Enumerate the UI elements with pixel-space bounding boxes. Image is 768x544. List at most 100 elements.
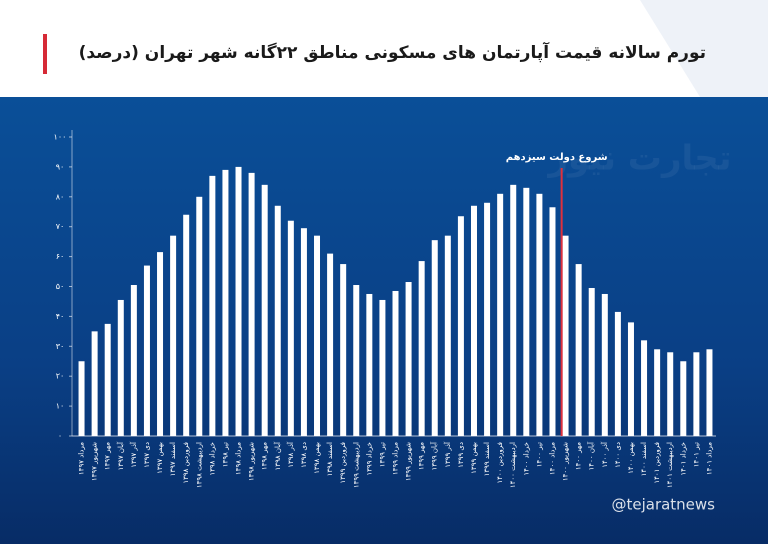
- x-tick-label: خرداد ۱۴۰۱: [679, 442, 687, 476]
- x-tick-label: خرداد ۱۳۹۸: [208, 442, 216, 476]
- y-tick-label: ۵۰: [56, 282, 65, 291]
- bar: [104, 323, 111, 436]
- bar: [392, 290, 399, 436]
- x-tick-label: آبان ۱۴۰۰: [587, 441, 596, 470]
- x-tick-label: شهریور ۱۳۹۹: [405, 442, 413, 481]
- x-tick-label: آذر ۱۳۹۷: [129, 441, 138, 468]
- bar: [588, 287, 595, 436]
- bar: [418, 261, 425, 436]
- x-tick-label: آذر ۱۳۹۸: [286, 441, 295, 468]
- bar: [261, 184, 268, 436]
- bar: [405, 282, 412, 436]
- x-tick-label: دی ۱۳۹۹: [457, 442, 465, 468]
- watermark: تجارت نیوز: [546, 139, 731, 179]
- x-tick-label: آذر ۱۳۹۹: [443, 441, 452, 468]
- bar: [91, 331, 98, 436]
- x-tick-label: آذر ۱۴۰۰: [600, 441, 609, 468]
- x-tick-label: مرداد ۱۳۹۹: [392, 442, 400, 475]
- y-tick-label: ۰: [58, 432, 62, 441]
- y-tick-label: ۹۰: [56, 162, 65, 171]
- x-tick-label: تیر ۱۳۹۹: [378, 442, 386, 467]
- bar: [497, 193, 504, 436]
- x-tick-label: فروردین ۱۳۹۸: [182, 442, 190, 484]
- bar: [654, 349, 661, 436]
- x-tick-label: اسفند ۱۳۹۹: [483, 442, 491, 476]
- bar: [680, 361, 687, 436]
- bar: [248, 172, 255, 436]
- bar: [523, 187, 530, 436]
- bar: [353, 285, 360, 436]
- bar: [470, 205, 477, 436]
- bar: [300, 228, 307, 436]
- x-tick-label: مرداد ۱۴۰۱: [705, 442, 713, 475]
- bar: [117, 299, 124, 436]
- bar: [78, 361, 85, 436]
- x-tick-label: مهر ۱۳۹۸: [261, 442, 269, 470]
- x-tick-label: تیر ۱۴۰۱: [692, 442, 700, 467]
- x-tick-label: مرداد ۱۳۹۷: [78, 442, 86, 475]
- bar: [431, 240, 438, 436]
- annotation: شروع دولت سیزدهم: [506, 152, 608, 163]
- y-tick-label: ۴۰: [56, 312, 65, 321]
- x-tick-label: مهر ۱۳۹۷: [104, 442, 112, 470]
- x-tick-label: بهمن ۱۳۹۷: [156, 442, 164, 474]
- x-tick-label: اسفند ۱۳۹۷: [169, 442, 177, 476]
- y-tick-label: ۱۰۰: [54, 133, 67, 142]
- source: @tejaratnews: [611, 496, 715, 514]
- bar: [444, 235, 451, 436]
- x-tick-label: بهمن ۱۳۹۸: [313, 442, 321, 474]
- x-tick-label: تیر ۱۴۰۰: [535, 442, 543, 467]
- bar: [183, 214, 190, 436]
- x-tick-label: تیر ۱۳۹۸: [221, 442, 229, 467]
- bar: [287, 220, 294, 436]
- x-tick-label: فروردین ۱۳۹۹: [339, 442, 347, 484]
- bar: [379, 299, 386, 436]
- x-tick-label: شهریور ۱۳۹۷: [91, 442, 99, 481]
- bar: [209, 175, 216, 436]
- chart-title: تورم سالانه قیمت آپارتمان های مسکونی منا…: [79, 41, 706, 63]
- x-tick-label: فروردین ۱۴۰۱: [653, 442, 661, 484]
- x-tick-label: اسفند ۱۴۰۰: [640, 442, 648, 476]
- bar: [562, 235, 569, 436]
- x-tick-label: شهریور ۱۳۹۸: [248, 442, 256, 481]
- bar: [222, 169, 229, 436]
- x-tick-label: دی ۱۳۹۸: [300, 442, 308, 468]
- bar: [327, 253, 334, 436]
- x-tick-label: فروردین ۱۴۰۰: [496, 442, 504, 484]
- bar: [627, 322, 634, 436]
- bar: [575, 264, 582, 436]
- y-tick-label: ۶۰: [56, 252, 65, 261]
- x-tick-label: شهریور ۱۴۰۰: [562, 442, 570, 481]
- bar: [601, 293, 608, 436]
- bar: [510, 184, 517, 436]
- header: [0, 0, 768, 97]
- bar: [170, 235, 177, 436]
- bar: [706, 349, 713, 436]
- y-tick-label: ۱۰: [56, 402, 65, 411]
- x-tick-label: آبان ۱۳۹۸: [273, 441, 282, 470]
- bar: [549, 207, 556, 436]
- x-tick-label: اردیبهشت ۱۴۰۱: [666, 442, 674, 488]
- bar: [457, 216, 464, 436]
- x-tick-label: آبان ۱۳۹۷: [116, 441, 125, 470]
- bar: [693, 352, 700, 436]
- title-accent: [43, 34, 47, 74]
- x-tick-label: دی ۱۳۹۷: [143, 442, 151, 468]
- x-tick-label: دی ۱۴۰۰: [614, 442, 622, 468]
- x-tick-label: خرداد ۱۳۹۹: [365, 442, 373, 476]
- bar: [314, 235, 321, 436]
- x-tick-label: مهر ۱۴۰۰: [575, 442, 583, 470]
- bar: [536, 193, 543, 436]
- bar: [667, 352, 674, 436]
- bar: [484, 202, 491, 436]
- bar: [641, 340, 648, 436]
- bar: [274, 205, 281, 436]
- bar: [235, 166, 242, 436]
- y-tick-label: ۷۰: [56, 222, 65, 231]
- x-tick-label: بهمن ۱۳۹۹: [470, 442, 478, 474]
- y-tick-label: ۲۰: [56, 372, 65, 381]
- x-tick-label: اردیبهشت ۱۳۹۸: [195, 442, 203, 488]
- bar: [143, 265, 150, 436]
